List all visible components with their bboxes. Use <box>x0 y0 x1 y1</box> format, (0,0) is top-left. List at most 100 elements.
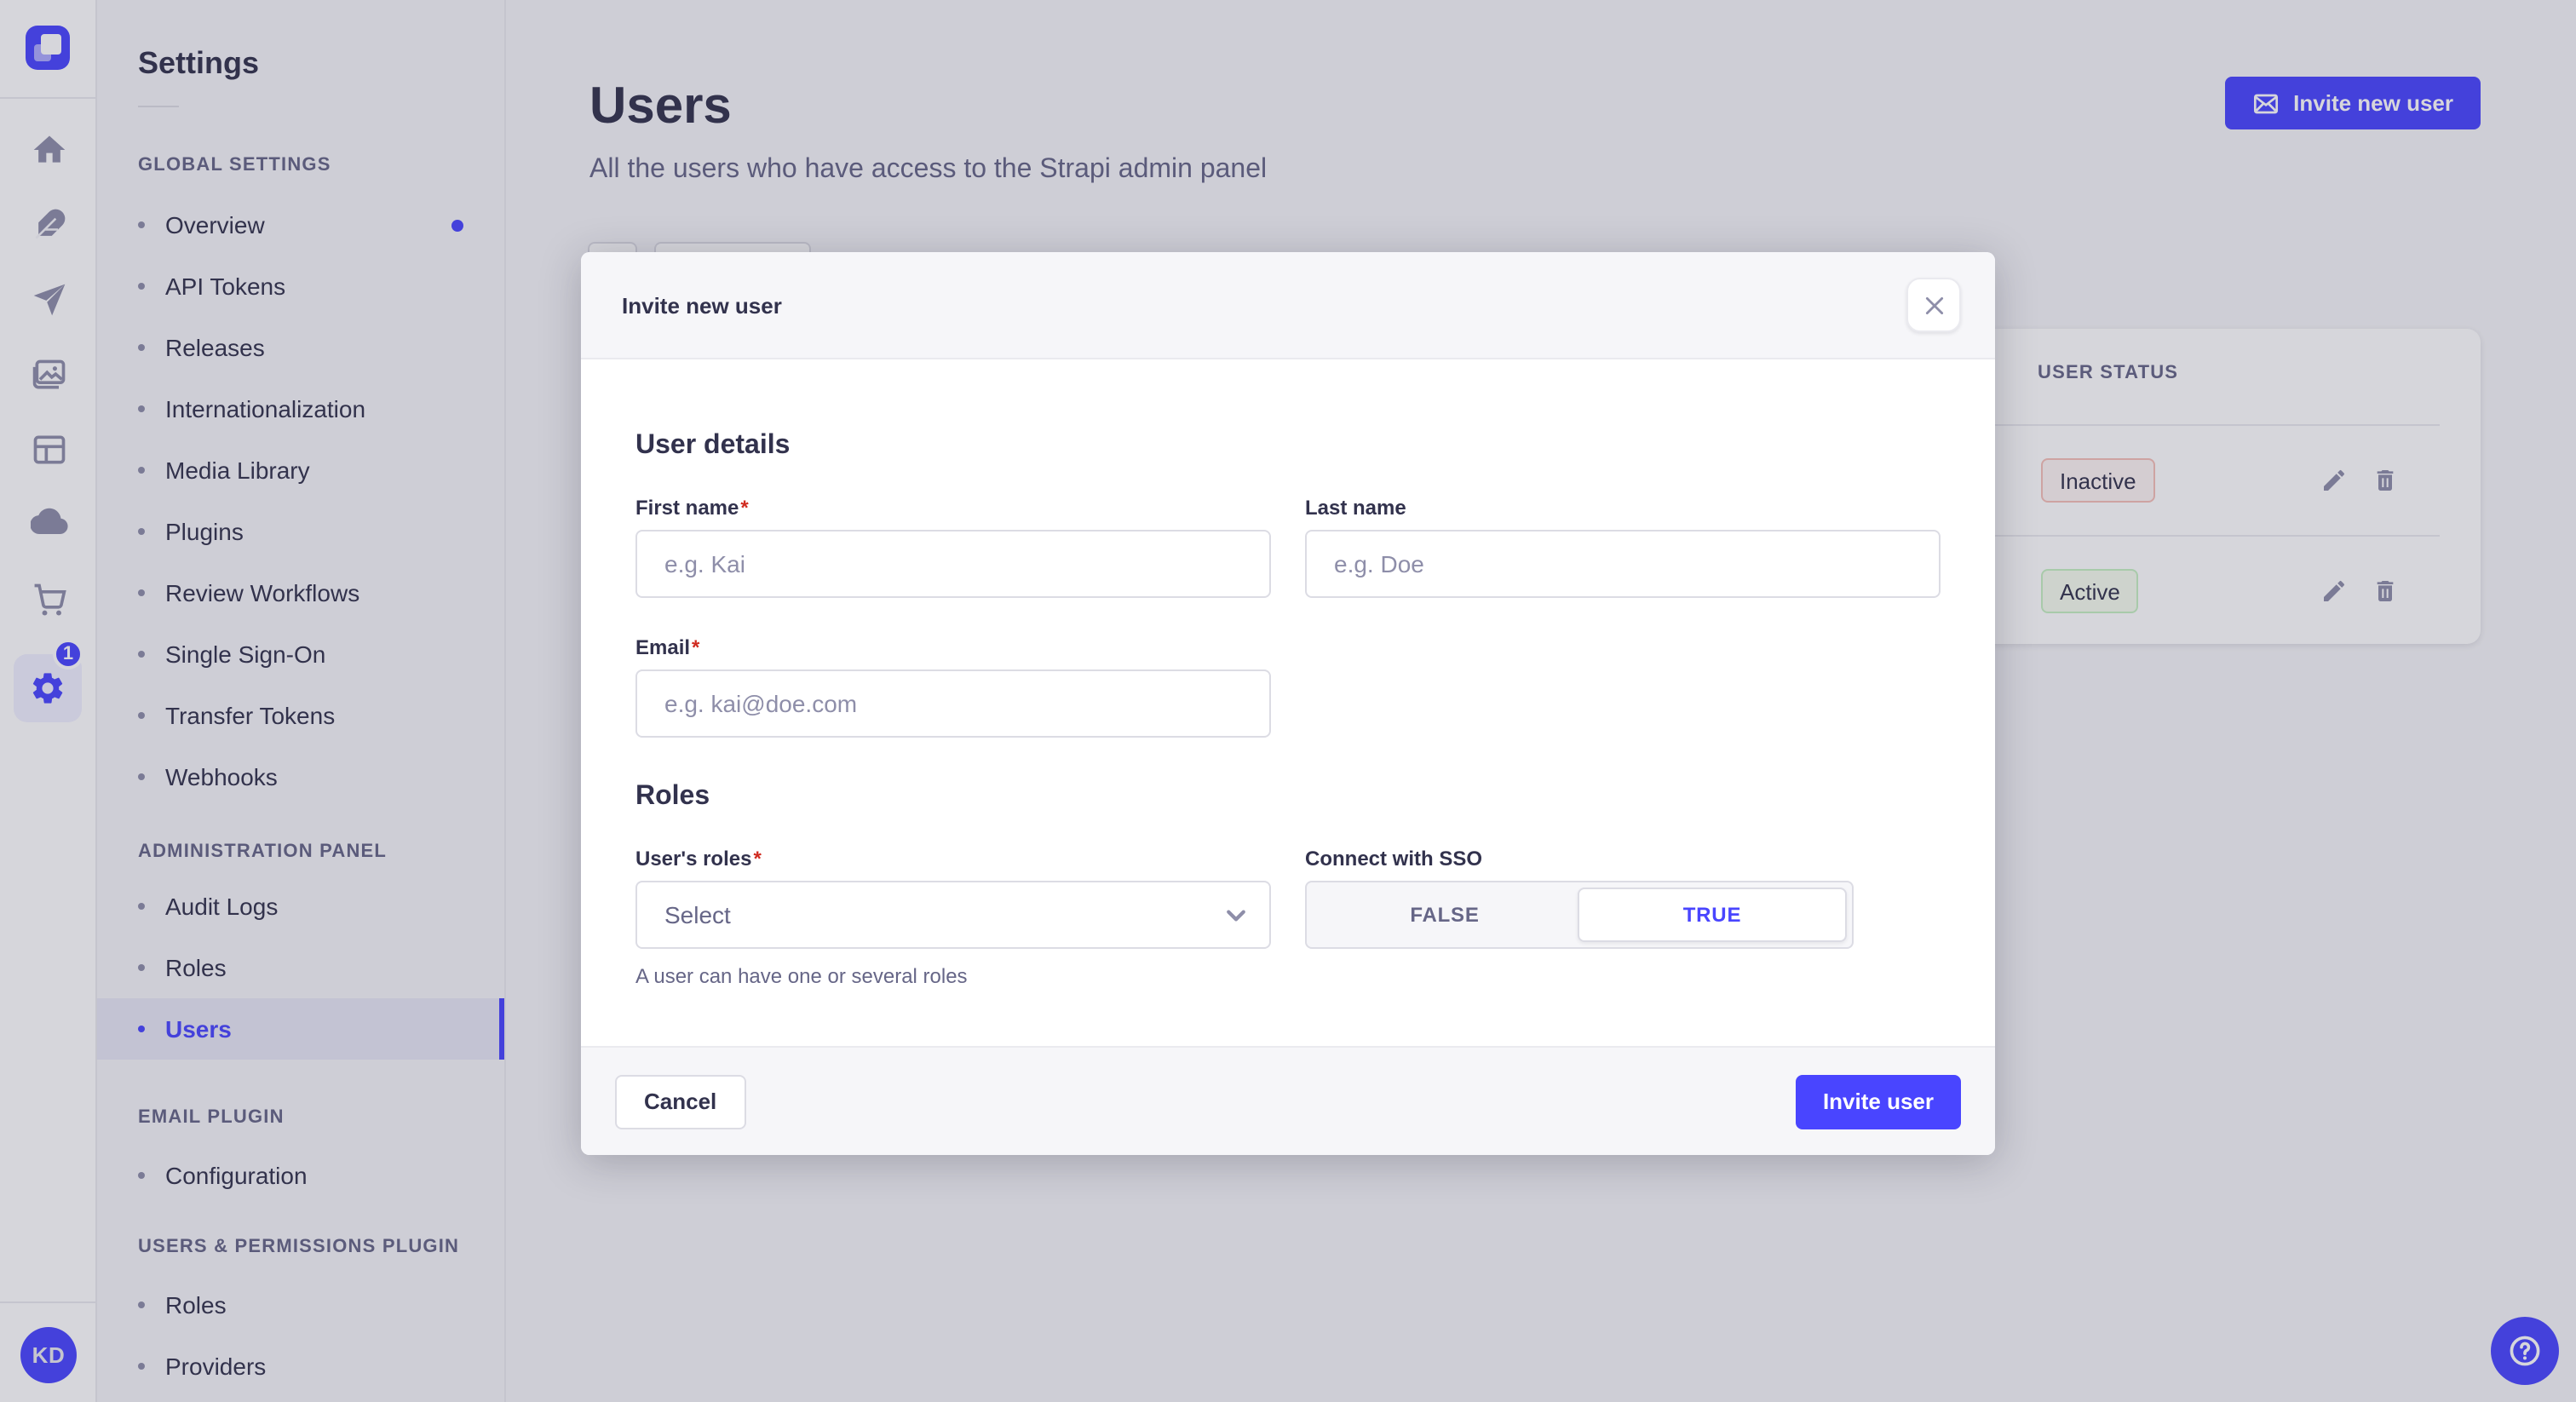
help-button[interactable] <box>2491 1317 2559 1385</box>
last-name-field[interactable] <box>1305 530 1941 598</box>
sidebar-item-label: Users <box>165 1015 232 1043</box>
sidebar-item-plugins[interactable]: Plugins <box>97 501 504 562</box>
cart-icon <box>33 583 66 615</box>
sidebar-item-media-library[interactable] <box>27 353 70 395</box>
first-name-field[interactable] <box>635 530 1271 598</box>
sidebar-item-admin-roles[interactable]: Roles <box>97 937 504 998</box>
modal-footer: Cancel Invite user <box>581 1046 1995 1155</box>
column-header-user-status: USER STATUS <box>2038 363 2179 383</box>
email-field[interactable] <box>635 669 1271 738</box>
modal-title: Invite new user <box>622 292 782 318</box>
sso-toggle-false[interactable]: FALSE <box>1410 903 1480 927</box>
sidebar-item-internationalization[interactable]: Internationalization <box>97 378 504 440</box>
sidebar-item-single-sign-on[interactable]: Single Sign-On <box>97 623 504 685</box>
trash-icon <box>2377 470 2394 491</box>
page-title: Users <box>589 78 732 135</box>
delete-user-button[interactable] <box>2365 460 2406 501</box>
pictures-icon <box>32 359 65 388</box>
table-header-row: USER STATUS <box>589 329 2481 424</box>
chevron-down-icon <box>1227 909 1245 921</box>
connect-with-sso-label: Connect with SSO <box>1305 847 1483 871</box>
sidebar-item-marketplace[interactable] <box>27 577 70 620</box>
sidebar-item-home[interactable] <box>27 128 70 170</box>
first-name-label: First name * <box>635 496 749 520</box>
home-icon <box>32 135 65 162</box>
table-row[interactable]: Inactive <box>589 426 2481 535</box>
sidebar-item-content-manager[interactable] <box>27 203 70 245</box>
feather-icon <box>34 208 65 238</box>
last-name-group: Last name <box>1305 492 1941 598</box>
sidebar-item-label: Roles <box>165 1291 227 1319</box>
pencil-icon <box>2324 580 2345 601</box>
invite-user-submit-button[interactable]: Invite user <box>1795 1074 1961 1129</box>
sso-toggle: FALSE TRUE <box>1305 881 1854 949</box>
sidebar-item-label: Internationalization <box>165 395 366 422</box>
sidebar-item-releases[interactable] <box>27 278 70 320</box>
strapi-logo-mark-shade <box>34 44 51 61</box>
sidebar-item-audit-logs[interactable]: Audit Logs <box>97 876 504 937</box>
status-badge: Inactive <box>2041 458 2155 503</box>
close-icon <box>1924 296 1943 314</box>
section-email-plugin: EMAIL PLUGIN <box>138 1107 285 1128</box>
bullet-icon <box>138 903 145 910</box>
delete-user-button[interactable] <box>2365 571 2406 612</box>
settings-subnav: Settings GLOBAL SETTINGS Overview API To… <box>97 0 506 1402</box>
sidebar-item-label: Releases <box>165 334 265 361</box>
bullet-icon <box>138 221 145 228</box>
bullet-icon <box>138 344 145 351</box>
sidebar-item-content-type-builder[interactable] <box>27 428 70 470</box>
sidebar-item-api-tokens[interactable]: API Tokens <box>97 256 504 317</box>
users-roles-select[interactable]: Select <box>635 881 1271 949</box>
table-row[interactable]: Active <box>589 537 2481 646</box>
sso-group: Connect with SSO FALSE TRUE <box>1305 843 1941 990</box>
bullet-icon <box>138 589 145 596</box>
user-avatar[interactable]: KD <box>20 1327 77 1383</box>
invite-new-user-button[interactable]: Invite new user <box>2225 77 2481 129</box>
sidebar-item-media-library[interactable]: Media Library <box>97 440 504 501</box>
edit-user-button[interactable] <box>2314 460 2355 501</box>
sidebar-item-configuration[interactable]: Configuration <box>97 1145 504 1206</box>
users-roles-label: User's roles * <box>635 847 762 871</box>
bullet-icon <box>138 1172 145 1179</box>
sidebar-item-overview[interactable]: Overview <box>97 194 504 256</box>
section-users-permissions-plugin: USERS & PERMISSIONS PLUGIN <box>138 1237 460 1257</box>
required-asterisk: * <box>692 635 700 659</box>
select-value: Select <box>664 901 731 928</box>
sidebar-item-up-roles[interactable]: Roles <box>97 1274 504 1336</box>
invite-user-modal: Invite new user User details First name *… <box>581 252 1995 1155</box>
invite-new-user-label: Invite new user <box>2293 90 2453 116</box>
edit-user-button[interactable] <box>2314 571 2355 612</box>
sidebar-item-label: Plugins <box>165 518 244 545</box>
bullet-icon <box>138 712 145 719</box>
bullet-icon <box>138 651 145 658</box>
layout-icon <box>32 434 65 463</box>
sso-toggle-true[interactable]: TRUE <box>1578 888 1847 942</box>
settings-notification-badge: 1 <box>53 639 83 669</box>
cancel-button[interactable]: Cancel <box>615 1074 746 1129</box>
sidebar-item-label: Roles <box>165 954 227 981</box>
sidebar-item-users[interactable]: Users <box>97 998 504 1060</box>
sidebar-item-review-workflows[interactable]: Review Workflows <box>97 562 504 623</box>
close-button[interactable] <box>1906 278 1961 332</box>
envelope-icon <box>2254 93 2279 113</box>
sidebar-item-label: Configuration <box>165 1162 308 1189</box>
email-label: Email * <box>635 635 700 659</box>
bullet-icon <box>138 405 145 412</box>
sidebar-item-transfer-tokens[interactable]: Transfer Tokens <box>97 685 504 746</box>
sidebar-item-releases[interactable]: Releases <box>97 317 504 378</box>
strapi-logo[interactable] <box>26 26 70 70</box>
bullet-icon <box>138 1363 145 1370</box>
question-mark-icon <box>2510 1336 2540 1366</box>
first-name-group: First name * <box>635 492 1271 598</box>
sidebar-item-webhooks[interactable]: Webhooks <box>97 746 504 807</box>
modal-header: Invite new user <box>581 252 1995 359</box>
sidebar-item-providers[interactable]: Providers <box>97 1336 504 1397</box>
subnav-title: Settings <box>138 46 260 80</box>
page-subtitle: All the users who have access to the Str… <box>589 155 1268 184</box>
trash-icon <box>2377 581 2394 601</box>
paper-plane-icon <box>32 283 65 315</box>
sidebar-item-label: Audit Logs <box>165 893 279 920</box>
sidebar-item-cloud[interactable] <box>27 503 70 545</box>
bullet-icon <box>138 1026 145 1032</box>
